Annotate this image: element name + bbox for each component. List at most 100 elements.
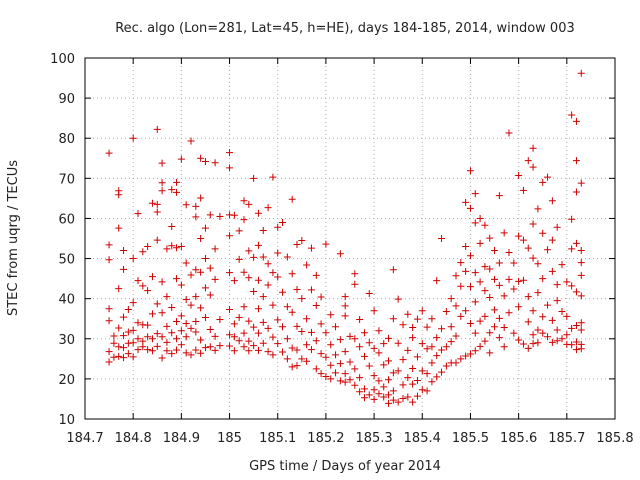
- data-point-marker: [124, 305, 132, 313]
- data-point-marker: [462, 307, 470, 315]
- data-point-marker: [158, 159, 166, 167]
- data-point-marker: [235, 314, 243, 322]
- data-point-marker: [226, 269, 234, 277]
- data-point-marker: [558, 335, 566, 343]
- data-point-marker: [148, 347, 156, 355]
- data-point-marker: [327, 361, 335, 369]
- data-point-marker: [153, 236, 161, 244]
- data-point-marker: [341, 348, 349, 356]
- data-point-marker: [519, 276, 527, 284]
- data-point-marker: [245, 317, 253, 325]
- data-point-marker: [457, 312, 465, 320]
- data-point-marker: [206, 211, 214, 219]
- data-point-marker: [572, 346, 580, 354]
- data-point-marker: [105, 317, 113, 325]
- data-point-marker: [385, 399, 393, 407]
- data-point-marker: [409, 364, 417, 372]
- data-point-marker: [515, 172, 523, 180]
- data-point-marker: [110, 332, 118, 340]
- data-point-marker: [572, 157, 580, 165]
- data-point-marker: [129, 339, 137, 347]
- data-point-marker: [365, 289, 373, 297]
- data-point-marker: [404, 374, 412, 382]
- data-point-marker: [158, 354, 166, 362]
- data-point-marker: [486, 329, 494, 337]
- y-tick-label: 20: [58, 373, 75, 388]
- data-point-marker: [240, 268, 248, 276]
- data-point-marker: [500, 324, 508, 332]
- data-point-marker: [115, 224, 123, 232]
- data-point-marker: [515, 277, 523, 285]
- data-point-marker: [399, 381, 407, 389]
- data-point-marker: [298, 237, 306, 245]
- data-point-marker: [254, 346, 262, 354]
- data-point-marker: [269, 301, 277, 309]
- data-point-marker: [254, 329, 262, 337]
- data-point-marker: [134, 319, 142, 327]
- data-point-marker: [250, 323, 258, 331]
- data-point-marker: [409, 380, 417, 388]
- data-point-marker: [394, 398, 402, 406]
- data-point-marker: [120, 247, 128, 255]
- data-point-marker: [197, 336, 205, 344]
- data-point-marker: [105, 358, 113, 366]
- data-point-marker: [447, 295, 455, 303]
- data-point-marker: [568, 324, 576, 332]
- data-point-marker: [293, 362, 301, 370]
- data-point-marker: [216, 342, 224, 350]
- data-point-marker: [303, 357, 311, 365]
- y-tick-labels: 10 20 30 40 50 60 70 80 90 100: [50, 52, 75, 428]
- data-point-marker: [274, 316, 282, 324]
- data-point-marker: [245, 347, 253, 355]
- y-tick-label: 60: [58, 212, 75, 227]
- data-point-marker: [105, 348, 113, 356]
- data-point-marker: [264, 204, 272, 212]
- data-point-marker: [577, 292, 585, 300]
- data-point-marker: [274, 273, 282, 281]
- data-point-marker: [235, 337, 243, 345]
- data-point-marker: [544, 246, 552, 254]
- data-point-marker: [423, 323, 431, 331]
- data-point-marker: [288, 195, 296, 203]
- data-point-marker: [240, 329, 248, 337]
- data-point-marker: [197, 268, 205, 276]
- data-point-marker: [182, 333, 190, 341]
- data-point-marker: [534, 326, 542, 334]
- data-point-marker: [466, 283, 474, 291]
- data-point-marker: [568, 282, 576, 290]
- data-point-marker: [462, 198, 470, 206]
- data-point-marker: [413, 315, 421, 323]
- data-point-marker: [399, 321, 407, 329]
- data-point-marker: [360, 352, 368, 360]
- data-point-marker: [115, 343, 123, 351]
- data-point-marker: [370, 307, 378, 315]
- data-point-marker: [495, 281, 503, 289]
- data-point-marker: [428, 343, 436, 351]
- data-point-marker: [129, 353, 137, 361]
- data-point-marker: [515, 232, 523, 240]
- data-point-marker: [572, 239, 580, 247]
- data-point-marker: [341, 378, 349, 386]
- data-point-marker: [187, 137, 195, 145]
- data-point-marker: [312, 271, 320, 279]
- data-point-marker: [389, 396, 397, 404]
- data-point-marker: [211, 245, 219, 253]
- data-point-marker: [500, 343, 508, 351]
- data-point-marker: [192, 293, 200, 301]
- data-point-marker: [182, 320, 190, 328]
- data-point-marker: [544, 173, 552, 181]
- data-point-marker: [375, 327, 383, 335]
- data-point-marker: [274, 340, 282, 348]
- data-point-marker: [197, 304, 205, 312]
- y-tick-label: 10: [58, 413, 75, 428]
- data-point-marker: [279, 348, 287, 356]
- data-point-marker: [250, 287, 258, 295]
- data-point-marker: [139, 282, 147, 290]
- data-point-marker: [418, 367, 426, 375]
- data-point-marker: [534, 289, 542, 297]
- data-point-marker: [553, 326, 561, 334]
- data-point-marker: [105, 241, 113, 249]
- data-point-marker: [206, 326, 214, 334]
- data-point-marker: [336, 377, 344, 385]
- data-point-marker: [201, 157, 209, 165]
